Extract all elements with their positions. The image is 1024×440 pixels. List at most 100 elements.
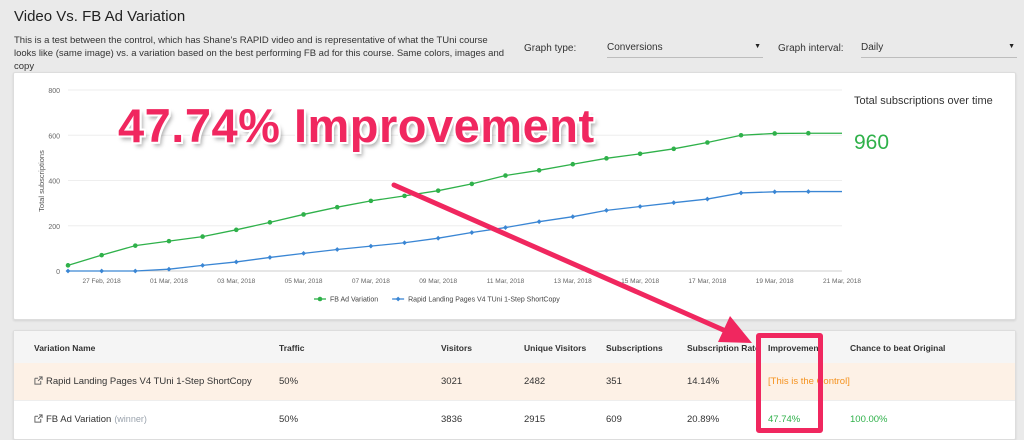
data-point (233, 227, 239, 233)
data-point (368, 198, 374, 204)
series-line (68, 190, 842, 272)
y-tick-label: 400 (48, 179, 60, 186)
chance-to-beat-cell: 100.00% (850, 414, 888, 425)
th-traffic[interactable]: Traffic (279, 343, 305, 353)
subscription-rate-cell: 14.14% (687, 376, 720, 387)
data-point (570, 214, 576, 220)
winner-badge: (winner) (114, 414, 147, 424)
variation-name: FB Ad Variation (46, 414, 112, 425)
y-tick-label: 0 (56, 269, 60, 276)
graph-interval-select[interactable]: Daily ▼ (861, 38, 1017, 58)
improvement-cell: [This is the Control] (768, 376, 850, 387)
table-row[interactable]: Rapid Landing Pages V4 TUni 1-Step Short… (14, 363, 1015, 400)
series-line (67, 132, 842, 266)
external-link-icon (34, 376, 43, 385)
test-description: This is a test between the control, whic… (14, 35, 505, 72)
unique-visitors-cell: 2915 (524, 414, 546, 425)
x-tick-label: 07 Mar, 2018 (352, 278, 390, 285)
variations-table: Variation Name Traffic Visitors Unique V… (13, 330, 1016, 440)
data-point (806, 130, 811, 136)
th-variation-name[interactable]: Variation Name (34, 343, 96, 353)
data-point (402, 240, 407, 246)
data-point (805, 189, 811, 194)
data-point (267, 255, 273, 260)
x-tick-label: 09 Mar, 2018 (419, 278, 457, 285)
data-point (671, 200, 677, 206)
chevron-down-icon: ▼ (1008, 43, 1015, 50)
graph-interval-value: Daily (861, 42, 884, 53)
data-point (65, 263, 71, 268)
y-tick-label: 200 (48, 224, 60, 231)
data-point (301, 212, 306, 217)
variation-link[interactable]: FB Ad Variation (winner) (34, 414, 147, 425)
variation-name: Rapid Landing Pages V4 TUni 1-Step Short… (46, 376, 252, 387)
th-unique-visitors[interactable]: Unique Visitors (524, 343, 587, 353)
legend-marker (395, 296, 401, 302)
side-panel-total: 960 (854, 131, 890, 154)
x-tick-label: 17 Mar, 2018 (688, 278, 726, 285)
legend-label: FB Ad Variation (330, 297, 378, 304)
x-tick-label: 19 Mar, 2018 (756, 278, 794, 285)
th-subscription-rate[interactable]: Subscription Rate (687, 343, 760, 353)
legend-marker (317, 296, 323, 302)
improvement-headline: 47.74% Improvement (118, 99, 595, 152)
data-point (536, 168, 542, 173)
data-point (772, 131, 777, 136)
variation-link[interactable]: Rapid Landing Pages V4 TUni 1-Step Short… (34, 376, 252, 387)
data-point (334, 247, 340, 252)
x-tick-label: 21 Mar, 2018 (823, 278, 861, 285)
th-subscriptions[interactable]: Subscriptions (606, 343, 663, 353)
th-improvement[interactable]: Improvement (768, 343, 822, 353)
side-panel-title: Total subscriptions over time (854, 95, 993, 107)
subscription-rate-cell: 20.89% (687, 414, 720, 425)
table-header: Variation Name Traffic Visitors Unique V… (14, 331, 1015, 363)
data-point (570, 161, 576, 167)
y-tick-label: 800 (48, 88, 60, 95)
data-point (435, 235, 441, 241)
data-point (368, 243, 374, 249)
x-tick-label: 03 Mar, 2018 (217, 278, 255, 285)
data-point (469, 181, 475, 187)
data-point (503, 173, 508, 178)
data-point (671, 146, 677, 152)
x-tick-label: 11 Mar, 2018 (487, 278, 525, 285)
unique-visitors-cell: 2482 (524, 376, 546, 387)
data-point (166, 266, 172, 272)
data-point (132, 268, 138, 274)
data-point (738, 132, 744, 138)
data-point (166, 238, 172, 244)
data-point (65, 268, 71, 274)
data-point (738, 190, 744, 196)
graph-type-label: Graph type: (524, 43, 577, 54)
traffic-cell: 50% (279, 414, 299, 425)
data-point (200, 262, 206, 268)
data-point (704, 196, 710, 202)
data-point (200, 234, 205, 239)
visitors-cell: 3021 (441, 376, 463, 387)
traffic-cell: 50% (279, 376, 299, 387)
graph-type-value: Conversions (607, 42, 663, 53)
data-point (233, 259, 239, 265)
th-visitors[interactable]: Visitors (441, 343, 473, 353)
x-tick-label: 01 Mar, 2018 (150, 278, 188, 285)
data-point (536, 219, 542, 225)
data-point (604, 207, 609, 213)
improvement-cell: 47.74% (768, 414, 801, 425)
data-point (604, 156, 609, 161)
graph-type-select[interactable]: Conversions ▼ (607, 38, 763, 58)
data-point (301, 250, 306, 256)
y-axis-label: Total subscriptions (37, 150, 46, 212)
external-link-icon (34, 414, 43, 423)
y-tick-label: 600 (48, 133, 60, 140)
x-tick-label: 13 Mar, 2018 (554, 278, 592, 285)
data-point (469, 230, 475, 235)
data-point (705, 140, 710, 145)
chevron-down-icon: ▼ (754, 43, 761, 50)
data-point (435, 188, 441, 193)
data-point (99, 252, 104, 258)
th-chance-to-beat[interactable]: Chance to beat Original (850, 343, 946, 353)
table-row[interactable]: FB Ad Variation (winner) 50% 3836 2915 60… (14, 400, 1015, 437)
data-point (334, 204, 340, 210)
page-title: Video Vs. FB Ad Variation (14, 8, 186, 25)
data-point (99, 268, 105, 274)
